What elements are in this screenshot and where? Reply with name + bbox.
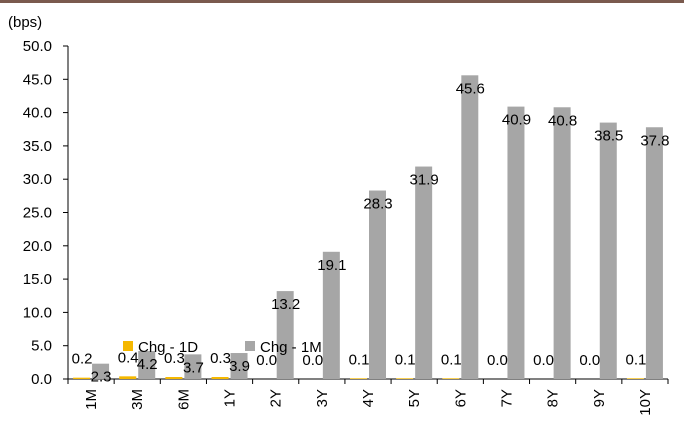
data-label-chg-1d: 0.0: [256, 352, 277, 369]
x-tick-label: 1Y: [222, 389, 239, 407]
data-label-chg-1m: 28.3: [363, 196, 392, 213]
data-label-chg-1d: 0.1: [625, 351, 646, 368]
bar-chg-1m: [322, 251, 340, 379]
data-label-chg-1m: 4.2: [137, 356, 158, 373]
data-label-chg-1d: 0.4: [118, 349, 139, 366]
legend: Chg - 1D Chg - 1M: [123, 339, 322, 356]
x-tick-label: 3Y: [314, 389, 331, 407]
data-label-chg-1d: 0.3: [164, 350, 185, 367]
legend-swatch-1m: [245, 341, 255, 351]
bar-chg-1d: [119, 376, 137, 379]
bar-chg-1d: [165, 377, 183, 379]
x-tick-label: 6Y: [452, 389, 469, 407]
legend-label-1m: Chg - 1M: [260, 339, 322, 356]
bar-chg-1m: [230, 353, 248, 379]
x-tick-label: 3M: [129, 389, 146, 410]
data-label-chg-1m: 13.2: [271, 296, 300, 313]
data-label-chg-1m: 38.5: [594, 128, 623, 145]
bar-chg-1d: [211, 377, 229, 379]
x-tick-label: 8Y: [545, 389, 562, 407]
bar-chg-1m: [276, 291, 294, 379]
y-tick-label: 50.0: [23, 38, 52, 55]
data-label-chg-1d: 0.0: [533, 352, 554, 369]
data-label-chg-1m: 2.3: [91, 369, 112, 386]
data-label-chg-1m: 37.8: [640, 132, 669, 149]
bars: [73, 75, 663, 379]
x-tick-label: 4Y: [360, 389, 377, 407]
bar-chg-1m: [369, 190, 386, 379]
bar-chg-1d: [73, 377, 91, 379]
y-ticks: 0.0 5.0 10.0 15.0 20.0 25.0 30.0 35.0 40.0 45.0 50…: [23, 38, 68, 388]
data-label-chg-1m: 31.9: [410, 172, 439, 189]
bar-chg-1m: [415, 166, 433, 379]
data-label-chg-1d: 0.0: [302, 352, 323, 369]
bar-chg-1d: [350, 378, 367, 379]
data-label-chg-1d: 0.1: [441, 351, 462, 368]
bar-chg-1d: [626, 378, 644, 379]
data-label-chg-1d: 0.0: [487, 352, 508, 369]
y-tick-label: 40.0: [23, 105, 52, 122]
data-label-chg-1m: 19.1: [317, 257, 346, 274]
x-tick-label: 5Y: [406, 389, 423, 407]
data-label-chg-1d: 0.1: [349, 351, 370, 368]
y-tick-label: 45.0: [23, 71, 52, 88]
y-tick-label: 25.0: [23, 205, 52, 222]
y-unit-label: (bps): [8, 14, 42, 31]
data-label-chg-1m: 45.6: [456, 80, 485, 97]
data-label-chg-1m: 40.8: [548, 112, 577, 129]
y-tick-label: 15.0: [23, 271, 52, 288]
y-tick-label: 20.0: [23, 238, 52, 255]
y-tick-label: 0.0: [31, 371, 52, 388]
bar-chg-1m: [461, 75, 479, 379]
y-tick-label: 5.0: [31, 338, 52, 355]
y-tick-label: 10.0: [23, 304, 52, 321]
bar-chg-1m: [92, 363, 110, 379]
header-rule: [0, 0, 684, 3]
legend-label-1d: Chg - 1D: [138, 339, 198, 356]
bar-chg-1m: [184, 354, 202, 379]
data-label-chg-1m: 40.9: [502, 112, 531, 129]
data-label-chg-1d: 0.1: [395, 351, 416, 368]
bar-chg-1m: [138, 351, 156, 379]
bar-chg-1m: [645, 127, 663, 379]
x-tick-label: 2Y: [268, 389, 285, 407]
x-tick-label: 10Y: [637, 389, 654, 416]
data-label-chg-1m: 3.9: [229, 358, 250, 375]
data-label-chg-1d: 0.2: [72, 351, 93, 368]
x-tick-label: 1M: [83, 389, 100, 410]
bar-chg-1m: [553, 107, 571, 379]
x-tick-label: 9Y: [591, 389, 608, 407]
legend-swatch-1d: [123, 341, 133, 351]
x-tick-label: 7Y: [498, 389, 515, 407]
y-tick-label: 30.0: [23, 171, 52, 188]
x-ticks: 1M 3M 6M 1Y 2Y 3Y 4Y 5Y 6Y 7Y 8Y 9Y 10Y: [67, 379, 669, 416]
data-labels: 0.22.30.44.2 0.33.70.33.9 0.013.20.019.10.…: [72, 80, 670, 385]
data-label-chg-1m: 3.7: [183, 359, 204, 376]
y-tick-label: 35.0: [23, 138, 52, 155]
bar-chg-1m: [599, 122, 617, 379]
x-tick-label: 6M: [175, 389, 192, 410]
bar-chg-1d: [396, 378, 414, 379]
data-label-chg-1d: 0.0: [579, 352, 600, 369]
data-label-chg-1d: 0.3: [210, 350, 231, 367]
bar-chg-1d: [442, 378, 460, 379]
bar-chg-1m: [507, 106, 525, 379]
